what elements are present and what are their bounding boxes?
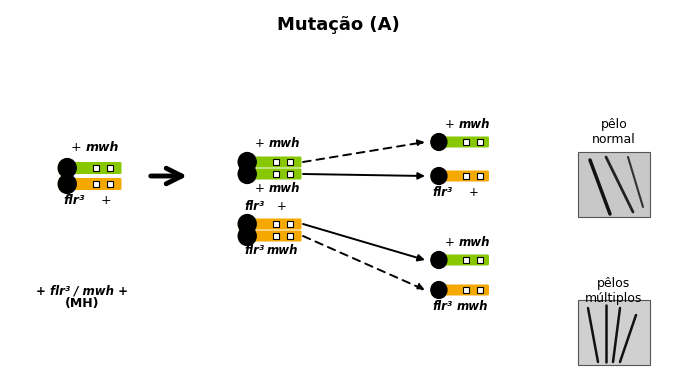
Ellipse shape — [238, 215, 256, 233]
Bar — [273, 159, 279, 165]
Bar — [93, 165, 99, 171]
FancyBboxPatch shape — [431, 137, 489, 147]
Text: flr³: flr³ — [432, 300, 452, 313]
Bar — [287, 221, 293, 227]
FancyBboxPatch shape — [238, 156, 301, 168]
Bar — [107, 165, 113, 171]
Text: +: + — [469, 186, 479, 199]
Ellipse shape — [58, 159, 77, 177]
FancyBboxPatch shape — [238, 231, 301, 242]
Text: (MH): (MH) — [65, 297, 100, 310]
Text: +: + — [101, 194, 111, 207]
Ellipse shape — [431, 168, 447, 184]
Text: mwh: mwh — [268, 137, 300, 150]
Text: pêlos
múltiplos: pêlos múltiplos — [586, 277, 642, 305]
FancyBboxPatch shape — [238, 168, 301, 179]
Bar — [477, 139, 483, 145]
Ellipse shape — [58, 175, 77, 193]
Bar — [273, 233, 279, 239]
Text: +: + — [255, 137, 265, 150]
Ellipse shape — [431, 252, 447, 268]
Ellipse shape — [431, 282, 447, 298]
Text: mwh: mwh — [268, 182, 300, 195]
Text: flr³: flr³ — [432, 186, 452, 199]
Bar — [477, 257, 483, 263]
Bar — [287, 171, 293, 177]
Text: mwh: mwh — [458, 118, 489, 131]
Text: + flr³ / mwh +: + flr³ / mwh + — [36, 285, 128, 298]
Bar — [477, 287, 483, 293]
Ellipse shape — [431, 133, 447, 151]
FancyBboxPatch shape — [58, 162, 121, 174]
FancyBboxPatch shape — [58, 178, 121, 190]
FancyBboxPatch shape — [238, 219, 301, 230]
Bar — [463, 257, 469, 263]
Bar — [463, 139, 469, 145]
Bar — [578, 300, 650, 365]
FancyBboxPatch shape — [431, 254, 489, 266]
Text: mwh: mwh — [456, 300, 487, 313]
Bar — [463, 173, 469, 179]
Text: mwh: mwh — [458, 236, 489, 249]
Text: +: + — [277, 200, 287, 213]
Bar — [287, 233, 293, 239]
Bar — [273, 171, 279, 177]
Text: Mutação (A): Mutação (A) — [277, 16, 399, 34]
Bar — [287, 159, 293, 165]
Text: flr³: flr³ — [64, 194, 85, 207]
Bar — [107, 181, 113, 187]
Bar — [477, 173, 483, 179]
Ellipse shape — [238, 152, 256, 172]
Bar — [463, 287, 469, 293]
Bar — [578, 152, 650, 217]
Bar — [273, 221, 279, 227]
Text: +: + — [445, 236, 455, 249]
Ellipse shape — [238, 226, 256, 245]
Text: +: + — [255, 182, 265, 195]
Text: mwh: mwh — [85, 141, 118, 154]
FancyBboxPatch shape — [431, 170, 489, 182]
Text: +: + — [70, 141, 81, 154]
Text: mwh: mwh — [266, 244, 298, 257]
Text: +: + — [445, 118, 455, 131]
Bar — [93, 181, 99, 187]
Text: pêlo
normal: pêlo normal — [592, 118, 636, 146]
Text: flr³: flr³ — [244, 200, 264, 213]
Text: flr³: flr³ — [244, 244, 264, 257]
Ellipse shape — [238, 165, 256, 184]
FancyBboxPatch shape — [431, 284, 489, 296]
